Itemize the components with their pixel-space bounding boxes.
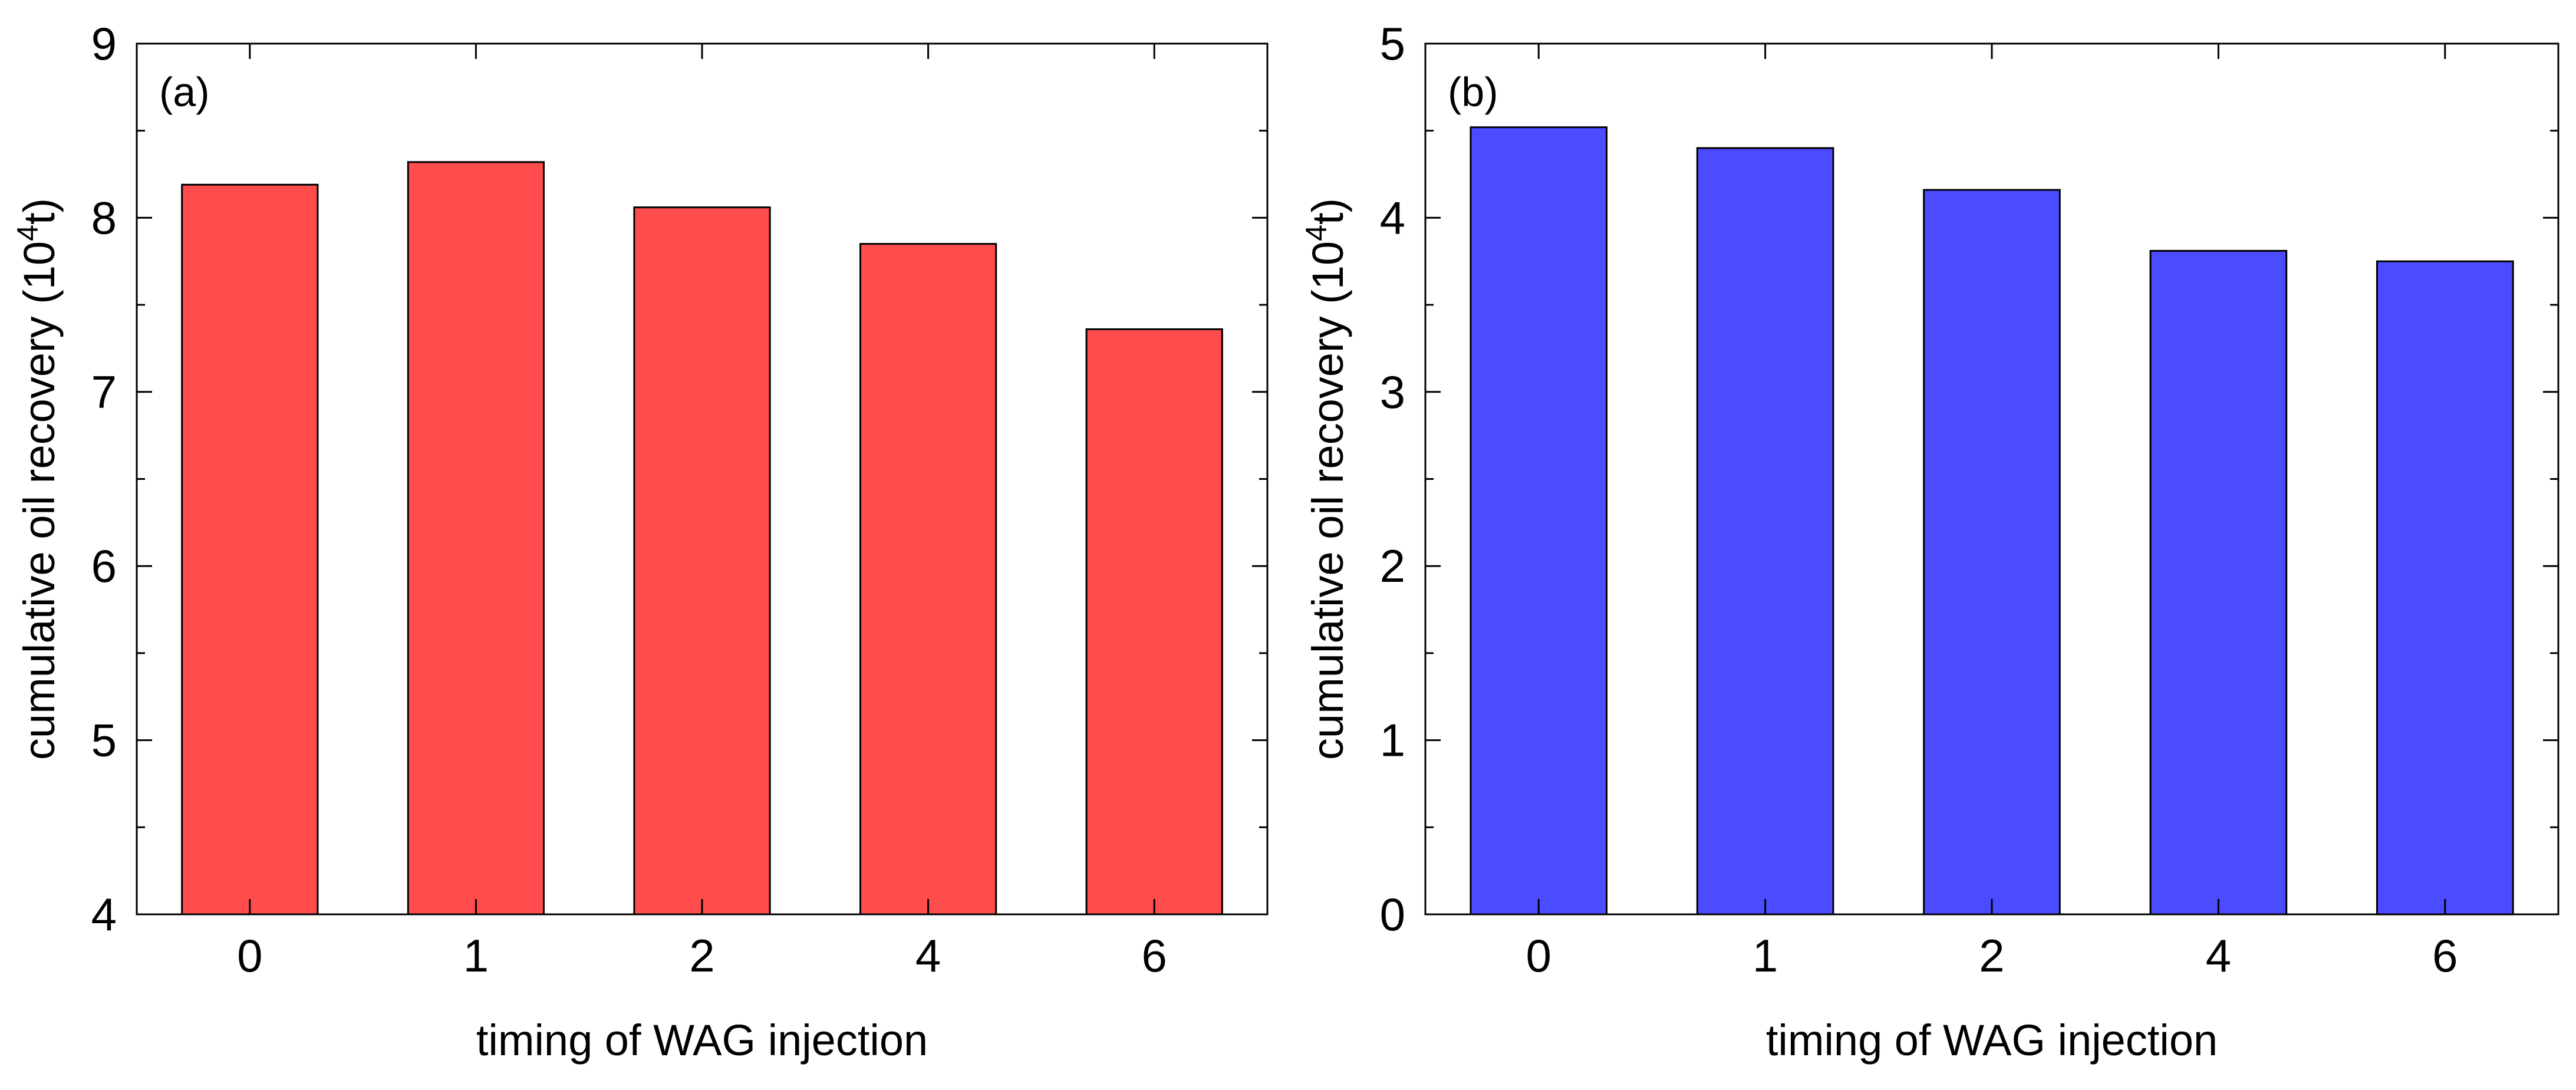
panel-a-y-axis-title: cumulative oil recovery (104t) xyxy=(11,198,64,760)
panel-a-ticks xyxy=(137,42,1267,916)
panel-b-y-tick-label: 3 xyxy=(1380,366,1405,418)
panel-a-x-tick-label: 6 xyxy=(1142,930,1167,982)
panel-b-y-tick-label: 2 xyxy=(1380,540,1405,592)
panel-b-chart: 0 1 2 3 4 5 0 1 2 4 6 (b) timing of WAG injection… xyxy=(1300,18,2559,1065)
panel-a-y-tick-labels: 4 5 6 7 8 9 xyxy=(91,18,117,940)
panel-b-y-axis-title: cumulative oil recovery (104t) xyxy=(1300,198,1352,760)
panel-b-bar-4 xyxy=(2149,250,2288,916)
panel-b-y-tick-label: 5 xyxy=(1380,18,1405,70)
panel-b-x-tick-labels: 0 1 2 4 6 xyxy=(1526,930,2458,982)
panel-a-bar-0 xyxy=(181,183,319,916)
panel-a-y-tick-label: 8 xyxy=(91,192,117,243)
panel-a-bars xyxy=(181,161,1223,916)
panel-a-y-tick-label: 6 xyxy=(91,540,117,592)
panel-a-x-axis-title: timing of WAG injection xyxy=(476,1016,928,1065)
panel-a-y-tick-label: 9 xyxy=(91,18,117,70)
panel-b-y-axis-title-main: cumulative oil recovery (10 xyxy=(1303,241,1352,760)
panel-b-y-axis-title-suffix: t) xyxy=(1303,198,1352,225)
panel-a-y-tick-label: 4 xyxy=(91,888,117,940)
panel-a-bar-1 xyxy=(407,161,545,916)
panel-b-bar-0 xyxy=(1470,126,1607,916)
panel-a-y-axis-title-superscript: 4 xyxy=(11,225,44,241)
panel-a-y-tick-label: 7 xyxy=(91,366,117,418)
panel-a-bar-6 xyxy=(1085,328,1223,916)
panel-b-bar-1 xyxy=(1696,147,1834,916)
panel-b-y-axis-title-superscript: 4 xyxy=(1300,225,1333,241)
panel-b-bar-2 xyxy=(1923,189,2061,916)
panel-b-y-tick-label: 0 xyxy=(1380,888,1405,940)
panel-a-bar-2 xyxy=(633,206,771,916)
panel-a-x-tick-label: 4 xyxy=(915,930,941,982)
panel-b-x-tick-label: 4 xyxy=(2206,930,2231,982)
panel-b-y-tick-labels: 0 1 2 3 4 5 xyxy=(1380,18,1405,940)
panel-a-y-axis-title-main: cumulative oil recovery (10 xyxy=(15,241,64,760)
panel-a-x-tick-labels: 0 1 2 4 6 xyxy=(237,930,1167,982)
panel-a-x-tick-label: 1 xyxy=(463,930,489,982)
panel-b-bars xyxy=(1470,126,2514,916)
panel-b-ticks xyxy=(1425,42,2558,916)
panel-a-x-tick-label: 0 xyxy=(237,930,262,982)
panel-a-chart: 4 5 6 7 8 9 0 1 2 4 6 (a) timing of WAG injection… xyxy=(11,18,1269,1065)
panel-b-x-tick-label: 6 xyxy=(2432,930,2458,982)
panel-b-y-tick-label: 1 xyxy=(1380,714,1405,766)
panel-b-x-tick-label: 0 xyxy=(1526,930,1551,982)
panel-b-y-tick-label: 4 xyxy=(1380,192,1405,243)
panel-b-bar-6 xyxy=(2376,260,2514,916)
panel-a-label: (a) xyxy=(159,69,210,115)
panel-a-x-tick-label: 2 xyxy=(689,930,714,982)
panel-b-x-axis-title: timing of WAG injection xyxy=(1766,1016,2218,1065)
panel-a-bar-4 xyxy=(859,243,997,916)
panel-a-y-axis-title-suffix: t) xyxy=(15,198,64,225)
panel-b-label: (b) xyxy=(1448,69,1498,115)
panel-a-y-tick-label: 5 xyxy=(91,714,117,766)
panel-b-x-tick-label: 1 xyxy=(1753,930,1778,982)
panel-b-x-tick-label: 2 xyxy=(1979,930,2004,982)
